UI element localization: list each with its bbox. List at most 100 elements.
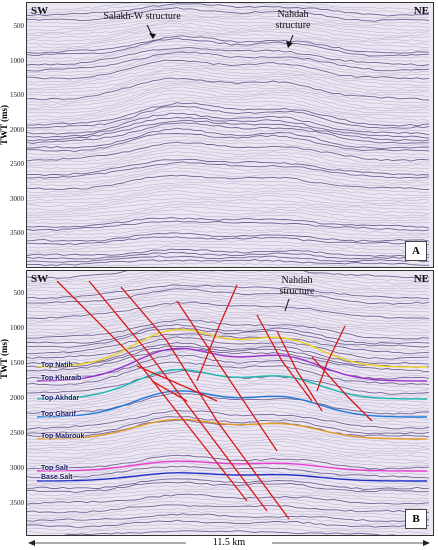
seismic-reflector (27, 206, 430, 220)
y-tick-b: 3000 (10, 464, 24, 472)
seismic-reflector (27, 373, 430, 397)
sw-label: SW (31, 273, 49, 285)
horizon-line (37, 328, 427, 368)
fault-line (88, 280, 268, 512)
seismic-reflector (27, 112, 430, 136)
seismic-reflector (27, 400, 430, 420)
horizon-line (36, 368, 427, 400)
y-tick-b: 2500 (10, 429, 24, 437)
seismic-reflector (27, 105, 430, 129)
seismic-reflector (27, 80, 430, 104)
seismic-reflector (27, 97, 430, 121)
seismic-reflector (27, 345, 430, 369)
seismic-reflector (27, 209, 430, 222)
seismic-panel-b: SW NE Nahdah structure Top Natih Top Kha… (26, 270, 434, 536)
seismic-reflector (27, 439, 430, 455)
seismic-reflector (27, 485, 430, 496)
seismic-reflector (27, 390, 430, 413)
seismic-reflector (27, 317, 430, 337)
seismic-reflector (27, 29, 430, 46)
seismic-reflector (27, 357, 430, 383)
seismic-reflector (27, 136, 430, 156)
seismic-reflector (27, 35, 430, 54)
fault-line (196, 284, 238, 382)
seismic-reflector (27, 194, 430, 208)
seismic-reflector (27, 229, 430, 240)
seismic-reflector (27, 293, 430, 310)
seismic-reflector (27, 500, 430, 510)
horizon-line (36, 390, 427, 418)
seismic-reflector (27, 367, 430, 392)
fault-line (151, 380, 188, 402)
seismic-reflector (27, 350, 430, 375)
seismic-reflector (27, 86, 430, 112)
seismic-reflector (27, 314, 430, 334)
seismic-reflector (27, 236, 430, 246)
ne-label: NE (413, 5, 429, 17)
seismic-reflector (27, 481, 429, 494)
seismic-reflector (27, 471, 430, 485)
seismic-reflector (27, 523, 430, 531)
seismic-reflector (27, 124, 430, 147)
seismic-reflector (27, 339, 430, 362)
y-tick-a: 3000 (10, 195, 24, 203)
seismic-reflector (27, 141, 430, 162)
seismic-reflector (63, 530, 425, 535)
seismic-reflector (27, 7, 430, 22)
seismic-reflector (27, 18, 430, 34)
seismic-reflector (27, 213, 430, 225)
seismic-reflector (27, 22, 430, 40)
seismic-reflector (27, 519, 430, 528)
y-tick-b: 1500 (10, 359, 24, 367)
seismic-reflector (27, 116, 430, 139)
y-tick-a: 3500 (10, 229, 24, 237)
seismic-reflector (27, 145, 430, 164)
seismic-reflector (27, 300, 430, 317)
seismic-reflector (27, 240, 430, 249)
seismic-reflector (27, 167, 430, 184)
fault-line (311, 356, 373, 422)
seismic-reflector (27, 127, 430, 149)
seismic-reflector (27, 225, 430, 237)
seismic-reflector (27, 66, 430, 89)
seismic-reflector (27, 251, 430, 260)
seismic-reflector (27, 246, 430, 255)
seismic-reflector (27, 248, 430, 257)
seismic-reflector (27, 158, 430, 176)
seismic-reflector (27, 449, 430, 464)
seismic-reflector (27, 74, 430, 97)
seismic-reflector (27, 102, 430, 127)
fault-line (136, 365, 218, 402)
seismic-reflector (27, 412, 430, 432)
seismic-reflector (27, 100, 430, 124)
seismic-reflector (27, 380, 430, 403)
seismic-reflector (27, 255, 430, 263)
seismic-reflector (27, 527, 430, 534)
seismic-reflector (27, 290, 430, 307)
seismic-reflector (27, 516, 430, 525)
panel-letter-a: A (405, 241, 427, 261)
seismic-reflector (27, 333, 430, 355)
seismic-reflector (27, 336, 430, 360)
seismic-reflector (27, 323, 430, 345)
seismic-reflector (27, 37, 430, 57)
panel-letter-b: B (405, 509, 427, 529)
interpreted-seismic-image-b (27, 271, 433, 535)
y-tick-b: 2000 (10, 394, 24, 402)
seismic-reflector (27, 347, 430, 372)
seismic-reflector (27, 282, 430, 296)
seismic-panel-a: SW NE Salakh-W structure Nahdah structur… (26, 2, 434, 268)
horizon-line (36, 472, 427, 482)
seismic-reflector (27, 504, 430, 514)
seismic-reflector (27, 119, 430, 142)
horizon-label-top-akhdar: Top Akhdar (41, 395, 80, 402)
seismic-reflector (27, 327, 430, 348)
seismic-image-a (27, 3, 433, 267)
salakh-arrow-head (149, 33, 156, 39)
seismic-reflector (27, 493, 430, 505)
seismic-reflector (27, 430, 430, 447)
seismic-reflector (44, 262, 401, 267)
seismic-reflector (27, 271, 430, 282)
seismic-reflector (27, 49, 430, 69)
seismic-reflector (27, 170, 430, 187)
